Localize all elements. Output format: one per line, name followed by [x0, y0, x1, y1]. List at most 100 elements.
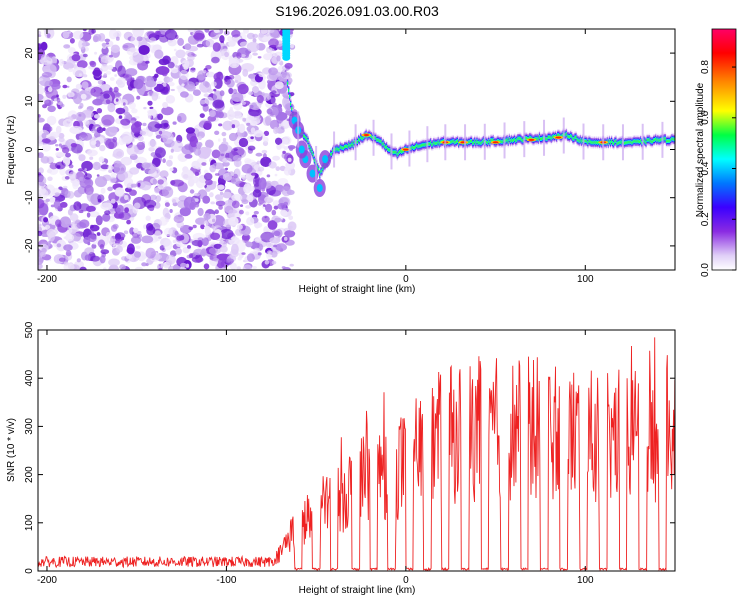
- signal-band: [542, 137, 544, 140]
- signal-band: [590, 141, 592, 144]
- noise-blob: [109, 176, 117, 184]
- noise-blob: [288, 215, 294, 221]
- noise-blob: [66, 85, 70, 88]
- noise-blob: [83, 173, 92, 180]
- noise-blob: [130, 236, 142, 244]
- noise-blob: [100, 164, 110, 170]
- noise-blob: [107, 186, 113, 192]
- noise-blob: [194, 202, 200, 208]
- colorbar-bar: [711, 28, 737, 271]
- noise-blob: [38, 84, 45, 96]
- noise-blob: [58, 257, 66, 262]
- signal-band: [417, 145, 419, 148]
- signal-band: [647, 138, 649, 142]
- noise-blob: [192, 89, 201, 96]
- noise-blob: [55, 161, 66, 170]
- noise-blob: [40, 156, 50, 164]
- noise-blob: [176, 235, 184, 241]
- noise-blob: [214, 173, 220, 176]
- noise-blob: [136, 162, 144, 169]
- noise-blob: [222, 157, 233, 163]
- noise-blob: [115, 36, 120, 41]
- noise-blob: [219, 90, 225, 97]
- noise-blob: [163, 239, 173, 251]
- signal-band: [609, 141, 612, 144]
- noise-blob: [102, 213, 111, 222]
- noise-blob: [231, 124, 236, 129]
- noise-blob: [104, 38, 111, 43]
- noise-blob: [180, 224, 192, 234]
- noise-blob: [274, 217, 282, 223]
- noise-blob: [263, 204, 266, 207]
- noise-blob: [232, 88, 238, 95]
- signal-band: [479, 142, 481, 145]
- signal-band: [394, 150, 396, 154]
- noise-blob: [98, 156, 105, 163]
- signal-band: [552, 135, 555, 138]
- noise-blob: [231, 194, 243, 202]
- noise-blob: [47, 105, 56, 113]
- noise-blob: [187, 178, 195, 187]
- signal-band: [350, 144, 352, 147]
- noise-blob: [185, 127, 195, 134]
- signal-band: [591, 141, 593, 144]
- noise-blob: [52, 187, 61, 197]
- signal-band: [415, 145, 417, 148]
- noise-blob: [116, 204, 124, 215]
- signal-band: [388, 148, 390, 151]
- noise-blob: [230, 176, 241, 185]
- noise-blob: [214, 110, 221, 118]
- noise-blob: [57, 152, 65, 158]
- noise-blob: [146, 129, 153, 137]
- noise-blob: [96, 108, 103, 114]
- noise-blob: [65, 233, 75, 242]
- noise-blob: [155, 134, 162, 139]
- noise-blob: [272, 102, 277, 107]
- signal-band: [319, 173, 321, 176]
- signal-band: [347, 145, 349, 148]
- noise-blob: [153, 230, 162, 242]
- noise-blob: [70, 143, 78, 148]
- noise-blob: [108, 169, 113, 174]
- signal-band: [432, 143, 434, 146]
- noise-blob: [248, 73, 256, 79]
- signal-band: [437, 140, 439, 143]
- noise-blob: [90, 140, 97, 146]
- noise-blob: [73, 201, 82, 211]
- noise-blob: [126, 47, 139, 56]
- noise-blob: [220, 153, 225, 157]
- noise-blob: [94, 51, 98, 55]
- signal-band: [537, 138, 540, 141]
- noise-blob: [116, 245, 123, 253]
- noise-blob: [165, 95, 176, 104]
- signal-hotspot-core: [363, 134, 370, 137]
- noise-blob: [215, 200, 226, 207]
- noise-blob: [155, 30, 161, 36]
- signal-band: [478, 141, 480, 144]
- signal-band: [430, 141, 432, 144]
- signal-band: [488, 139, 490, 143]
- signal-band: [475, 142, 477, 145]
- noise-blob: [203, 225, 211, 230]
- noise-blob: [62, 84, 68, 89]
- noise-blob: [267, 80, 271, 84]
- noise-blob: [162, 101, 169, 109]
- signal-band: [490, 138, 492, 142]
- noise-blob: [172, 199, 177, 204]
- noise-blob: [66, 57, 76, 69]
- signal-band: [306, 137, 308, 140]
- colorbar-ticks: 0.0 0.2 0.4 0.6 0.8: [700, 60, 736, 277]
- noise-blob: [69, 213, 79, 222]
- signal-band: [585, 139, 587, 143]
- noise-blob: [288, 146, 294, 151]
- noise-blob: [162, 82, 167, 87]
- noise-blob: [126, 144, 139, 156]
- noise-blob: [137, 230, 142, 235]
- signal-spike: [408, 130, 411, 167]
- noise-blob: [59, 216, 71, 228]
- signal-band: [606, 140, 608, 143]
- noise-blob: [170, 67, 179, 74]
- noise-blob: [56, 97, 61, 103]
- signal-band: [453, 141, 456, 144]
- noise-blob: [224, 79, 232, 85]
